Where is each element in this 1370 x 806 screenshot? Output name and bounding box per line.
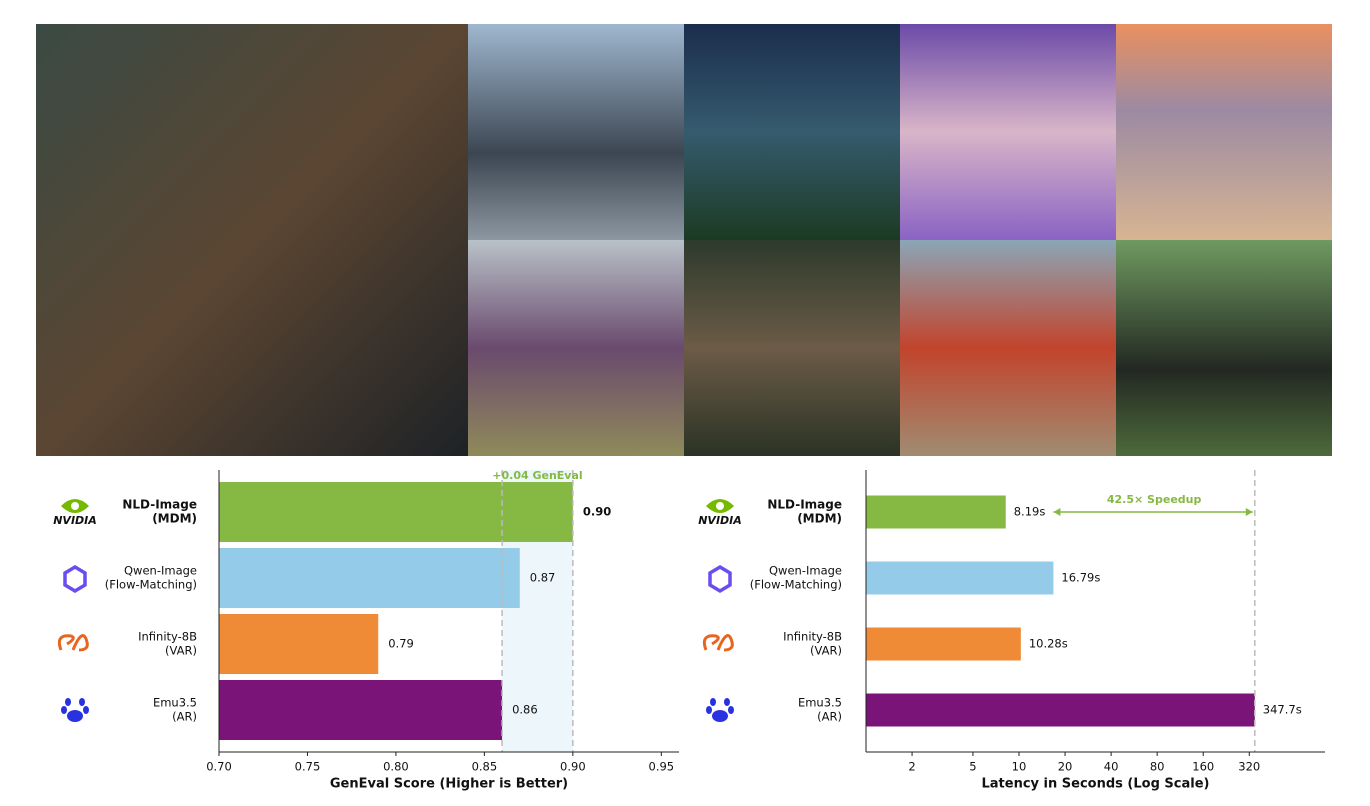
logo-mark	[710, 698, 716, 706]
logo-mark	[63, 564, 87, 594]
x-tick-label: 40	[1104, 760, 1119, 774]
category-label: Qwen-Image	[124, 564, 197, 578]
category-label: Emu3.5	[798, 696, 842, 710]
category-label: (MDM)	[152, 512, 197, 526]
value-label: 347.7s	[1263, 703, 1302, 717]
logo	[57, 634, 89, 652]
value-label: 8.19s	[1014, 505, 1046, 519]
logo: NVIDIA	[53, 499, 97, 527]
x-axis-label: GenEval Score (Higher is Better)	[330, 777, 568, 792]
x-tick-label: 0.95	[649, 760, 675, 774]
x-tick-label: 5	[969, 760, 976, 774]
logo	[708, 564, 732, 594]
category-label: (MDM)	[797, 512, 842, 526]
logo-mark	[728, 706, 734, 714]
logo	[61, 698, 89, 722]
logo-mark	[708, 564, 732, 594]
x-tick-label: 20	[1058, 760, 1073, 774]
logo-label: NVIDIA	[53, 514, 97, 527]
category-label: (Flow-Matching)	[750, 578, 842, 592]
image	[684, 240, 900, 456]
logo-mark	[65, 698, 71, 706]
image	[468, 24, 684, 240]
category-label: NLD-Image	[122, 498, 197, 512]
value-label: 0.90	[583, 505, 611, 519]
image	[1116, 240, 1332, 456]
annotation: 42.5× Speedup	[1107, 493, 1202, 506]
bar	[866, 495, 1006, 529]
x-tick-label: 10	[1012, 760, 1027, 774]
category-label: (AR)	[817, 710, 842, 724]
annotation: +0.04 GenEval	[492, 469, 582, 482]
x-tick-label: 0.80	[383, 760, 409, 774]
image	[468, 240, 684, 456]
category-label: (VAR)	[165, 644, 197, 658]
x-tick-label: 0.75	[295, 760, 321, 774]
x-tick-label: 2	[908, 760, 915, 774]
logo-mark	[79, 698, 85, 706]
value-label: 0.87	[530, 571, 556, 585]
logo-mark	[71, 502, 79, 510]
logo-label: NVIDIA	[698, 514, 742, 527]
image	[36, 24, 468, 456]
bar	[866, 693, 1255, 727]
value-label: 16.79s	[1061, 571, 1100, 585]
logo-mark	[716, 502, 724, 510]
logo-mark	[706, 706, 712, 714]
x-tick-label: 0.85	[472, 760, 498, 774]
category-label: Infinity-8B	[138, 630, 197, 644]
logo-mark	[702, 634, 734, 652]
category-label: NLD-Image	[767, 498, 842, 512]
category-label: Qwen-Image	[769, 564, 842, 578]
category-label: Emu3.5	[153, 696, 197, 710]
bar	[866, 561, 1054, 595]
bar	[866, 627, 1021, 661]
bar	[219, 482, 573, 542]
x-tick-label: 160	[1192, 760, 1214, 774]
value-label: 0.79	[388, 637, 414, 651]
x-tick-label: 320	[1238, 760, 1260, 774]
logo-mark	[724, 698, 730, 706]
value-label: 0.86	[512, 703, 538, 717]
image-grid	[36, 24, 1332, 456]
image	[684, 24, 900, 240]
category-label: Infinity-8B	[783, 630, 842, 644]
x-axis-label: Latency in Seconds (Log Scale)	[982, 777, 1210, 792]
logo	[63, 564, 87, 594]
logo	[702, 634, 734, 652]
logo-mark	[712, 710, 728, 722]
image	[900, 240, 1116, 456]
logo-mark	[57, 634, 89, 652]
x-tick-label: 0.90	[560, 760, 586, 774]
value-label: 10.28s	[1029, 637, 1068, 651]
category-label: (VAR)	[810, 644, 842, 658]
x-tick-label: 80	[1150, 760, 1165, 774]
category-label: (AR)	[172, 710, 197, 724]
logo-mark	[61, 706, 67, 714]
logo	[706, 698, 734, 722]
image	[1116, 24, 1332, 240]
bar	[219, 680, 503, 740]
logo-mark	[83, 706, 89, 714]
logo-mark	[67, 710, 83, 722]
logo: NVIDIA	[698, 499, 742, 527]
bar	[219, 548, 520, 608]
x-tick-label: 0.70	[206, 760, 232, 774]
image	[900, 24, 1116, 240]
category-label: (Flow-Matching)	[105, 578, 197, 592]
bar	[219, 614, 379, 674]
